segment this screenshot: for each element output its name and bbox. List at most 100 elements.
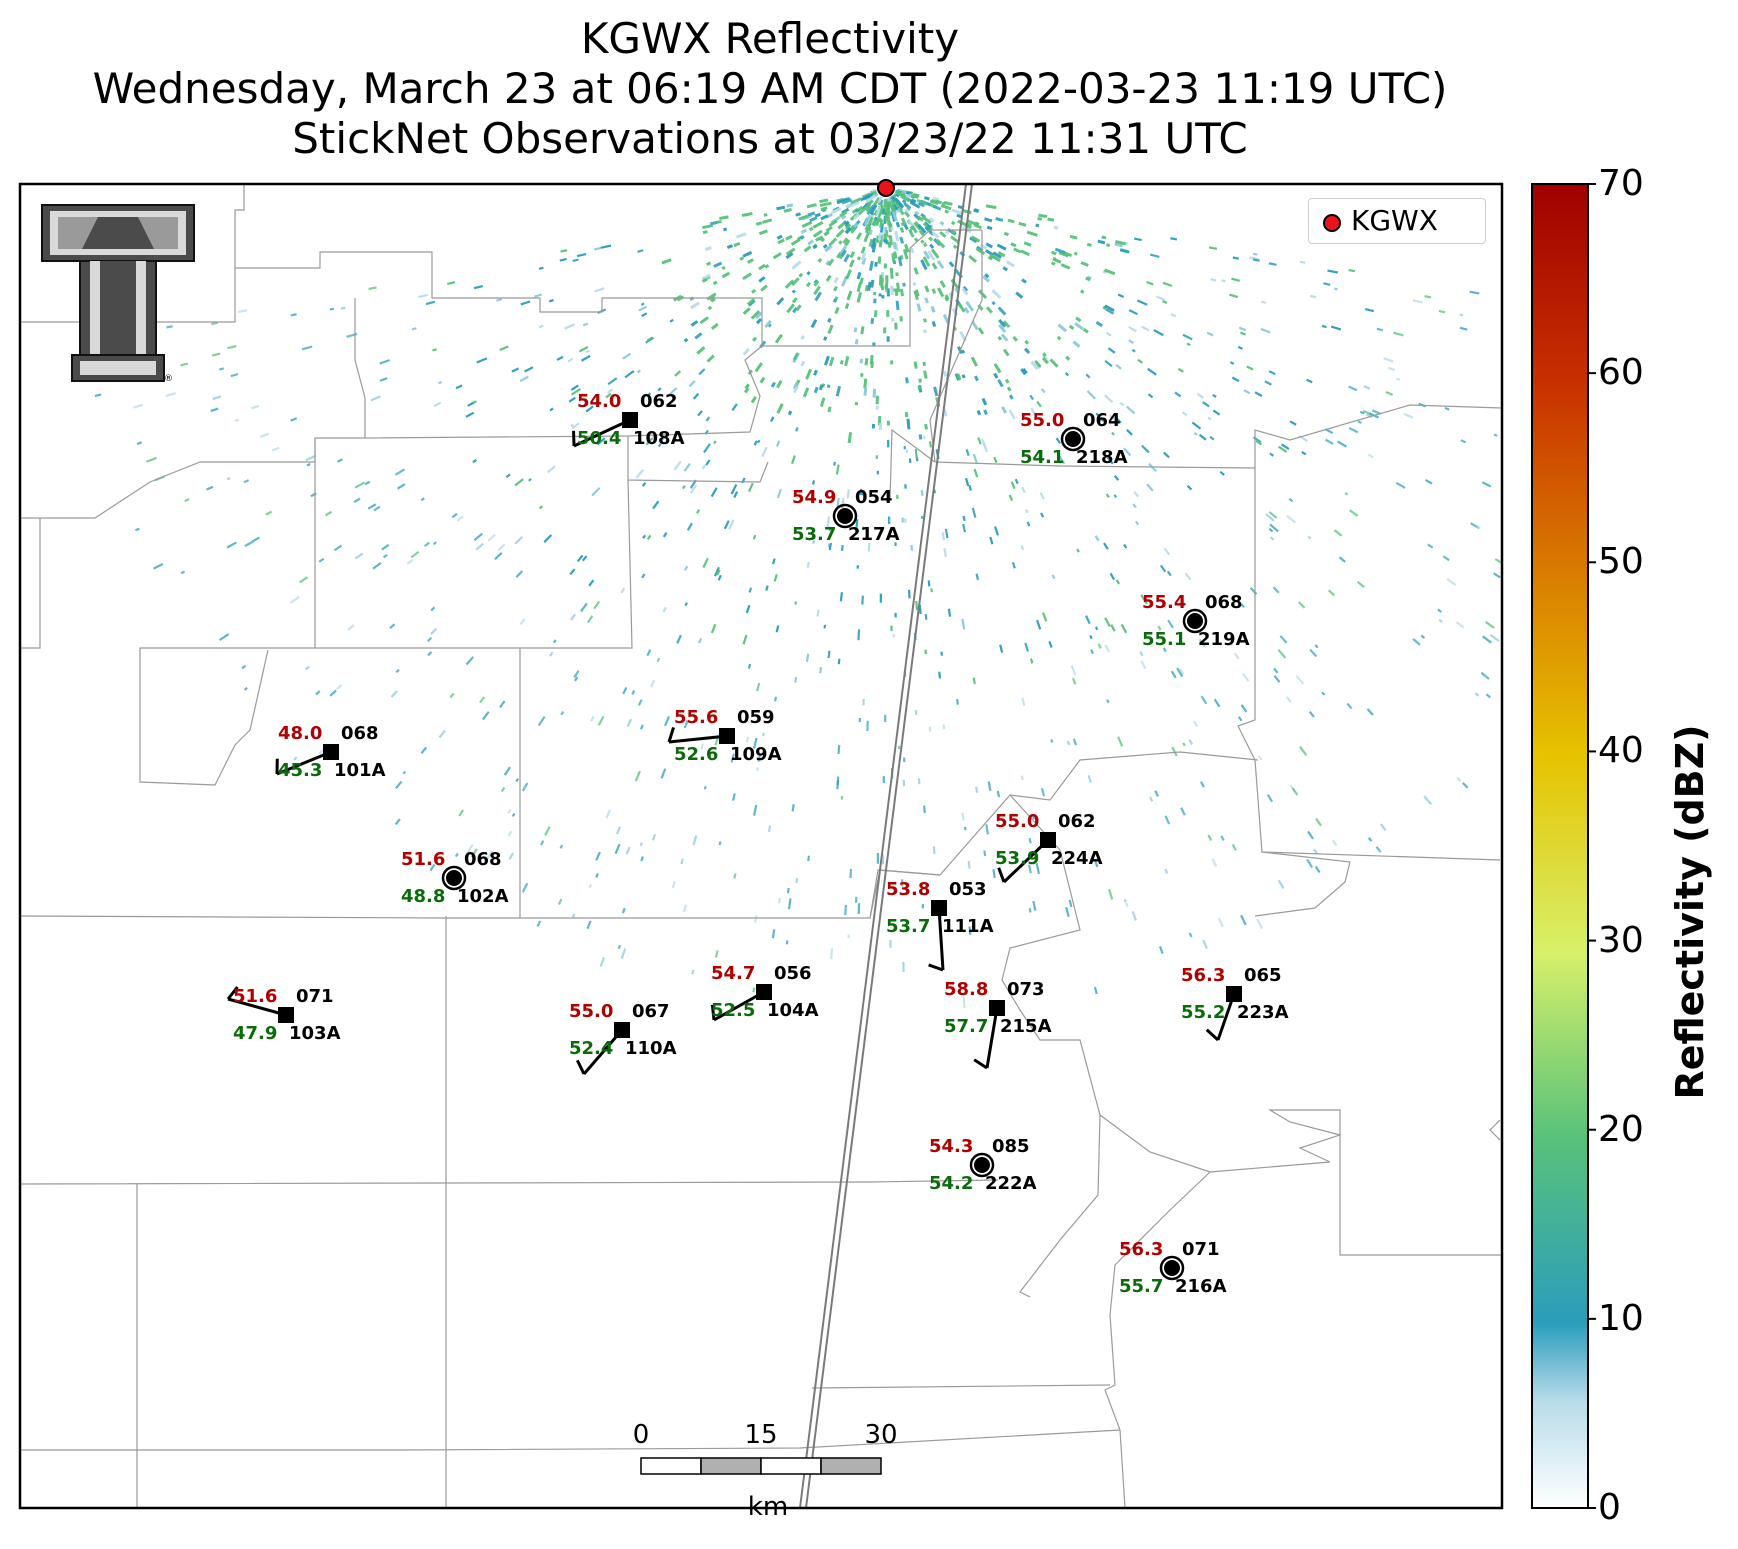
- echo-pixel: [698, 638, 703, 644]
- echo-pixel: [1024, 347, 1031, 355]
- echo-pixel: [1246, 365, 1254, 371]
- echo-pixel: [752, 737, 758, 749]
- kgwx-radar-site: [877, 179, 895, 197]
- echo-pixel: [761, 218, 773, 224]
- station-dewpoint: 52.5: [711, 1000, 755, 1021]
- echo-pixel: [570, 387, 582, 396]
- echo-pixel: [301, 345, 313, 351]
- echo-pixel: [1013, 247, 1022, 254]
- echo-pixel: [499, 345, 509, 352]
- legend: KGWX: [1308, 198, 1486, 244]
- station-dewpoint: 57.7: [944, 1016, 988, 1037]
- station-wind-direction: 056: [774, 963, 812, 984]
- echo-pixel: [899, 288, 905, 297]
- echo-pixel: [792, 306, 798, 314]
- echo-pixel: [1052, 257, 1062, 264]
- echo-pixel: [570, 423, 575, 428]
- echo-pixel: [776, 205, 786, 211]
- station-108A: 54.0 062 50.4 108A: [572, 391, 685, 449]
- echo-pixel: [534, 293, 542, 298]
- echo-pixel: [1420, 634, 1426, 639]
- echo-pixel: [856, 281, 863, 293]
- echo-pixel: [904, 207, 910, 213]
- echo-pixel: [1425, 478, 1433, 485]
- scale-bar: [640, 1457, 882, 1475]
- echo-pixel: [852, 222, 859, 228]
- echo-pixel: [1024, 642, 1030, 652]
- echo-pixel: [937, 287, 945, 298]
- echo-pixel: [1095, 412, 1105, 423]
- echo-pixel: [914, 448, 918, 459]
- station-219A: 55.4 068 55.1 219A: [1142, 592, 1250, 650]
- echo-pixel: [835, 228, 845, 238]
- echo-pixel: [1149, 253, 1160, 258]
- echo-pixel: [682, 904, 688, 913]
- echo-pixel: [465, 411, 475, 418]
- title-line-3: StickNet Observations at 03/23/22 11:31 …: [292, 114, 1248, 163]
- station-temperature: 56.3: [1181, 965, 1225, 986]
- echo-pixel: [896, 282, 901, 293]
- echo-pixel: [853, 327, 858, 333]
- echo-pixel: [998, 318, 1007, 328]
- echo-pixel: [1042, 352, 1047, 357]
- echo-pixel: [271, 446, 280, 452]
- echo-pixel: [660, 436, 666, 443]
- echo-pixel: [1306, 378, 1313, 384]
- echo-pixel: [574, 676, 579, 682]
- station-temperature: 51.6: [401, 849, 445, 870]
- echo-pixel: [1177, 367, 1184, 373]
- echo-pixel: [515, 778, 520, 783]
- echo-pixel: [1140, 660, 1147, 669]
- echo-pixel: [1277, 879, 1285, 890]
- reflectivity-echoes: [78, 188, 1503, 1009]
- station-marker: [1226, 986, 1242, 1002]
- echo-pixel: [855, 232, 863, 240]
- echo-pixel: [807, 211, 816, 217]
- station-marker: [1187, 613, 1203, 629]
- echo-pixel: [1367, 453, 1374, 459]
- echo-pixel: [712, 280, 718, 286]
- station-wind-direction: 059: [737, 707, 775, 728]
- echo-pixel: [1042, 354, 1048, 361]
- echo-pixel: [594, 247, 601, 251]
- echo-pixel: [950, 229, 957, 235]
- echo-pixel: [827, 406, 832, 413]
- echo-pixel: [1085, 276, 1091, 282]
- echo-pixel: [767, 825, 772, 833]
- echo-pixel: [230, 373, 239, 378]
- echo-pixel: [803, 245, 812, 253]
- echo-pixel: [1344, 492, 1349, 496]
- echo-pixel: [830, 948, 834, 960]
- station-marker: [1164, 1260, 1180, 1276]
- station-101A: 48.0 068 45.3 101A: [275, 723, 386, 781]
- echo-pixel: [814, 212, 821, 218]
- echo-pixel: [935, 199, 942, 205]
- echo-pixel: [1493, 572, 1501, 579]
- echo-pixel: [1028, 837, 1032, 844]
- echo-pixel: [918, 378, 922, 383]
- station-id: 103A: [289, 1023, 341, 1044]
- echo-pixel: [995, 216, 1004, 222]
- echo-pixel: [639, 724, 644, 730]
- station-dewpoint: 53.9: [995, 848, 1039, 869]
- echo-pixel: [950, 220, 956, 226]
- station-temperature: 53.8: [886, 879, 930, 900]
- echo-pixel: [1034, 359, 1042, 368]
- echo-pixel: [974, 208, 979, 213]
- echo-pixel: [841, 497, 845, 505]
- echo-pixel: [1107, 347, 1116, 354]
- echo-pixel: [783, 208, 792, 213]
- echo-pixel: [694, 332, 703, 340]
- echo-pixel: [134, 527, 140, 532]
- echo-pixel: [455, 384, 463, 390]
- echo-pixel: [856, 271, 862, 280]
- echo-pixel: [180, 570, 186, 575]
- echo-pixel: [837, 222, 846, 230]
- echo-pixel: [1171, 746, 1178, 757]
- echo-pixel: [1058, 251, 1069, 258]
- echo-pixel: [1057, 454, 1066, 465]
- echo-pixel: [496, 298, 503, 302]
- echo-pixel: [741, 212, 753, 218]
- echo-pixel: [1139, 651, 1144, 657]
- echo-pixel: [1217, 917, 1224, 928]
